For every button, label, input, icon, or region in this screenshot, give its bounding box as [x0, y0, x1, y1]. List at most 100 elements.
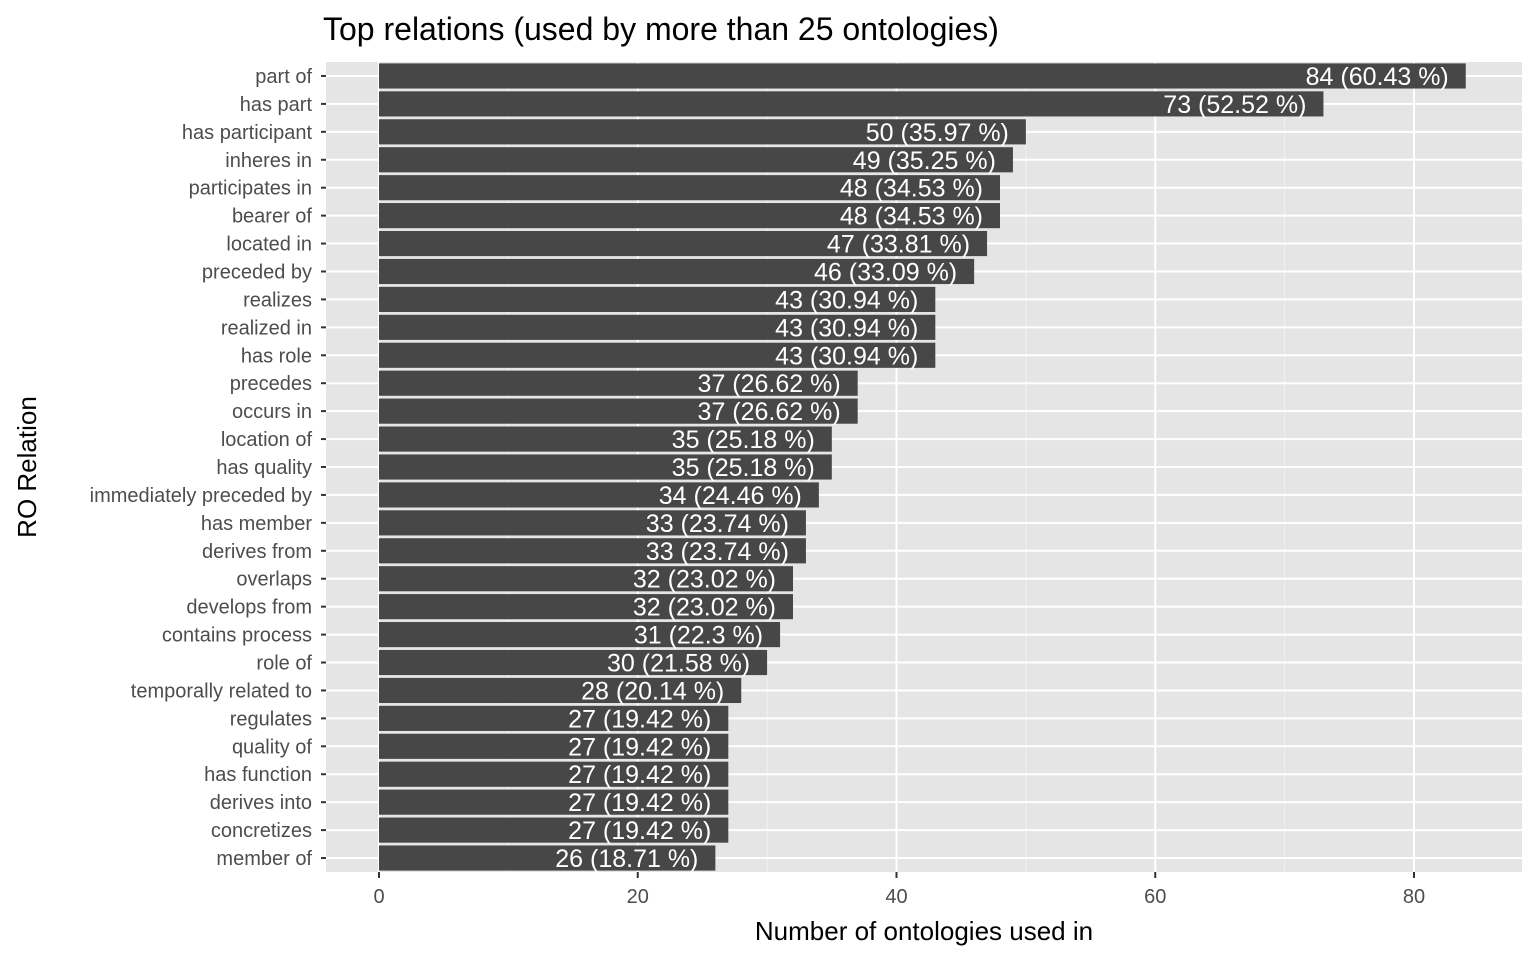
bar-overlaps: [379, 566, 793, 592]
bar-has-function: [379, 761, 729, 787]
bar-label-inheres-in: 49 (35.25 %): [853, 147, 996, 175]
bar-contains-process: [379, 622, 781, 648]
bar-label-overlaps: 32 (23.02 %): [633, 566, 776, 594]
bar-label-has-role: 43 (30.94 %): [775, 342, 918, 370]
bar-has-quality: [379, 454, 832, 480]
bar-label-location-of: 35 (25.18 %): [672, 426, 815, 454]
x-axis: 0 20 40 60 80: [373, 872, 1425, 908]
bar-concretizes: [379, 817, 729, 843]
bar-realized-in: [379, 314, 936, 340]
bar-bearer-of: [379, 203, 1000, 229]
bar-label-develops-from: 32 (23.02 %): [633, 594, 776, 622]
y-tick-label-contains-process: contains process: [162, 625, 312, 647]
y-tick-label-develops-from: develops from: [186, 597, 312, 619]
bar-label-participates-in: 48 (34.53 %): [840, 175, 983, 203]
bar-immediately-preceded-by: [379, 482, 819, 508]
y-tick-label-realized-in: realized in: [221, 317, 312, 339]
bar-labels: 84 (60.43 %)73 (52.52 %) 50 (35.97 %)49 (…: [555, 63, 1449, 873]
y-tick-label-participates-in: participates in: [189, 178, 312, 200]
bar-has-member: [379, 510, 806, 536]
y-tick-label-temporally-related-to: temporally related to: [131, 680, 312, 702]
bar-label-has-function: 27 (19.42 %): [568, 761, 711, 789]
bar-label-temporally-related-to: 28 (20.14 %): [581, 677, 724, 705]
bar-role-of: [379, 649, 768, 676]
bar-label-preceded-by: 46 (33.09 %): [814, 258, 957, 286]
y-tick-label-immediately-preceded-by: immediately preceded by: [90, 485, 312, 507]
bar-regulates: [379, 705, 729, 731]
bar-label-precedes: 37 (26.62 %): [698, 370, 841, 398]
x-tick-label-20: 20: [627, 886, 649, 908]
bar-label-realizes: 43 (30.94 %): [775, 286, 918, 314]
bar-label-located-in: 47 (33.81 %): [827, 231, 970, 259]
y-tick-label-role-of: role of: [256, 653, 312, 675]
y-tick-label-part-of: part of: [255, 66, 312, 88]
bar-member-of: [379, 845, 716, 871]
bar-label-member-of: 26 (18.71 %): [555, 845, 698, 873]
bar-has-part: [379, 91, 1324, 117]
bar-label-realized-in: 43 (30.94 %): [775, 314, 918, 342]
bar-occurs-in: [379, 398, 858, 424]
y-tick-label-bearer-of: bearer of: [232, 206, 312, 228]
y-axis: part of has part has participant inheres in…: [90, 66, 326, 870]
bar-label-bearer-of: 48 (34.53 %): [840, 203, 983, 231]
bar-label-regulates: 27 (19.42 %): [568, 705, 711, 733]
y-tick-label-occurs-in: occurs in: [232, 401, 312, 423]
y-tick-label-has-participant: has participant: [182, 122, 313, 144]
y-tick-label-precedes: precedes: [230, 373, 312, 395]
bar-label-has-participant: 50 (35.97 %): [866, 119, 1009, 147]
y-tick-label-has-quality: has quality: [216, 457, 312, 479]
y-tick-label-derives-from: derives from: [202, 541, 312, 563]
x-axis-title: Number of ontologies used in: [755, 916, 1093, 946]
y-tick-label-located-in: located in: [226, 234, 312, 256]
bar-has-role: [379, 342, 936, 368]
bar-located-in: [379, 230, 988, 257]
y-tick-label-realizes: realizes: [243, 289, 312, 311]
bar-has-participant: [379, 119, 1026, 145]
bar-label-has-quality: 35 (25.18 %): [672, 454, 815, 482]
y-tick-label-has-member: has member: [201, 513, 312, 535]
y-tick-label-location-of: location of: [221, 429, 313, 451]
bar-label-has-part: 73 (52.52 %): [1163, 91, 1306, 119]
x-tick-label-60: 60: [1144, 886, 1166, 908]
bar-realizes: [379, 286, 936, 312]
y-tick-label-derives-into: derives into: [210, 792, 312, 814]
bar-participates-in: [379, 175, 1000, 201]
y-tick-label-has-role: has role: [241, 345, 312, 367]
bar-precedes: [379, 370, 858, 396]
x-tick-label-80: 80: [1403, 886, 1425, 908]
y-tick-label-regulates: regulates: [230, 708, 312, 730]
bar-derives-from: [379, 538, 806, 564]
y-tick-label-concretizes: concretizes: [211, 820, 312, 842]
y-tick-label-inheres-in: inheres in: [225, 150, 312, 172]
y-tick-label-quality-of: quality of: [232, 736, 312, 758]
bar-location-of: [379, 426, 832, 452]
bar-label-concretizes: 27 (19.42 %): [568, 817, 711, 845]
bar-part-of: [379, 63, 1466, 89]
y-tick-label-has-part: has part: [240, 94, 313, 116]
y-tick-label-overlaps: overlaps: [236, 569, 312, 591]
bar-label-derives-from: 33 (23.74 %): [646, 538, 789, 566]
bar-label-role-of: 30 (21.58 %): [607, 650, 750, 678]
bar-label-derives-into: 27 (19.42 %): [568, 789, 711, 817]
bar-temporally-related-to: [379, 677, 742, 704]
bar-label-has-member: 33 (23.74 %): [646, 510, 789, 538]
bars: [379, 63, 1466, 871]
chart-title: Top relations (used by more than 25 onto…: [323, 11, 999, 47]
y-tick-label-has-function: has function: [204, 764, 312, 786]
bar-inheres-in: [379, 147, 1013, 173]
bar-label-quality-of: 27 (19.42 %): [568, 733, 711, 761]
bar-label-immediately-preceded-by: 34 (24.46 %): [659, 482, 802, 510]
y-axis-title: RO Relation: [12, 396, 42, 538]
y-tick-label-preceded-by: preceded by: [202, 261, 312, 283]
bar-preceded-by: [379, 258, 975, 285]
bar-develops-from: [379, 594, 793, 620]
bar-label-occurs-in: 37 (26.62 %): [698, 398, 841, 426]
x-tick-label-0: 0: [373, 886, 384, 908]
x-tick-label-40: 40: [885, 886, 907, 908]
y-tick-label-member-of: member of: [216, 848, 312, 870]
bar-label-part-of: 84 (60.43 %): [1306, 63, 1449, 91]
bar-label-contains-process: 31 (22.3 %): [634, 622, 763, 650]
bar-quality-of: [379, 733, 729, 759]
bar-derives-into: [379, 789, 729, 815]
